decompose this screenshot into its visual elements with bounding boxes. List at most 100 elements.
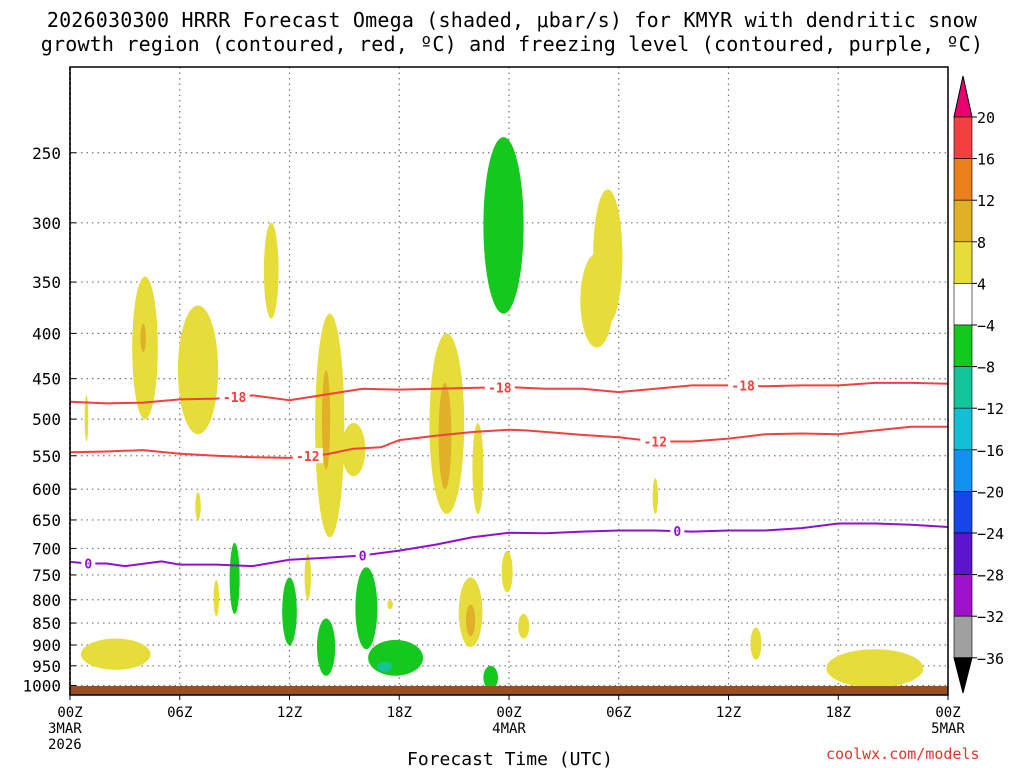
- y-tick-label: 650: [32, 511, 61, 530]
- omega-region: [84, 395, 89, 442]
- contour-label: -18: [223, 391, 247, 406]
- colorbar-bin: [953, 283, 973, 326]
- omega-region: [80, 638, 151, 670]
- colorbar-label: 16: [977, 151, 995, 169]
- x-tick-label: 4MAR: [492, 721, 526, 737]
- omega-region: [263, 222, 279, 319]
- y-tick-label: 550: [32, 447, 61, 466]
- x-tick-label: 18Z: [387, 705, 412, 721]
- omega-region: [316, 618, 336, 676]
- x-tick-label: 18Z: [826, 705, 851, 721]
- colorbar-bin: [953, 366, 973, 409]
- ground-surface-bar: [70, 686, 948, 695]
- x-tick-label: 2026: [48, 737, 82, 753]
- contour-freezing_level: [70, 522, 948, 568]
- colorbar-label: −32: [977, 608, 1004, 626]
- colorbar-bin: [953, 449, 973, 492]
- colorbar-label: −12: [977, 400, 1004, 418]
- omega-region: [387, 599, 393, 610]
- colorbar-bin: [953, 407, 973, 451]
- contour-label-bg: [355, 547, 370, 563]
- omega-region: [750, 627, 762, 660]
- omega-region: [438, 382, 452, 490]
- y-axis-tick-labels: 250 300 350 400 450 500 550 600 650 700 750 800 850 9…: [22, 144, 76, 696]
- colorbar: 20 16 12 8 4 −4 −8 −12 −16 −20 −24 −28 −32 −36: [953, 75, 1004, 694]
- omega-region: [140, 323, 146, 353]
- omega-region: [195, 492, 201, 520]
- x-tick-label: 00Z: [57, 705, 82, 721]
- contour-label-bg: [640, 433, 671, 449]
- contour-label-bg: [670, 523, 685, 539]
- omega-region: [518, 613, 530, 639]
- x-tick-label: 06Z: [167, 705, 192, 721]
- contour-label: 0: [673, 525, 681, 540]
- colorbar-top-arrow: [953, 75, 973, 118]
- contour-label: -18: [731, 380, 755, 395]
- y-tick-label: 850: [32, 614, 61, 633]
- omega-region: [501, 551, 513, 593]
- omega-region: [483, 137, 524, 314]
- y-tick-label: 500: [32, 410, 61, 429]
- y-tick-label: 950: [32, 657, 61, 676]
- colorbar-bin: [953, 241, 973, 284]
- chart-title-line-1: 2026030300 HRRR Forecast Omega (shaded, …: [46, 8, 978, 32]
- omega-region: [593, 189, 623, 324]
- credit-text: coolwx.com/models: [826, 745, 980, 763]
- y-tick-label: 900: [32, 636, 61, 655]
- colorbar-bin: [953, 491, 973, 534]
- omega-region: [377, 661, 392, 672]
- colorbar-label: 12: [977, 192, 995, 210]
- contour-label: -18: [488, 381, 512, 396]
- contour-label-bg: [728, 377, 759, 393]
- omega-region: [483, 665, 499, 690]
- ground-bar: [70, 686, 948, 695]
- contour-lines: -18 -18 -18 -12 -12 0 0 0: [70, 377, 948, 573]
- colorbar-label: −16: [977, 442, 1004, 460]
- contour-label: -12: [296, 450, 319, 465]
- x-tick-label: 3MAR: [48, 721, 82, 737]
- y-tick-label: 400: [32, 324, 61, 343]
- omega-region: [652, 478, 659, 515]
- y-tick-label: 700: [32, 539, 61, 558]
- colorbar-bottom-arrow: [953, 657, 973, 694]
- chart-title-line-2: growth region (contoured, red, ºC) and f…: [40, 32, 984, 56]
- x-tick-label: 00Z: [935, 705, 960, 721]
- colorbar-label: 20: [977, 109, 995, 127]
- colorbar-label: −4: [977, 317, 995, 335]
- colorbar-label: −28: [977, 567, 1004, 585]
- colorbar-label: 8: [977, 234, 986, 252]
- omega-region: [213, 580, 220, 617]
- omega-shading: [80, 137, 924, 690]
- colorbar-bin: [953, 574, 973, 617]
- omega-region: [826, 649, 924, 688]
- omega-region: [466, 604, 476, 637]
- x-tick-label: 12Z: [277, 705, 302, 721]
- x-axis-title: Forecast Time (UTC): [407, 749, 613, 768]
- contour-label: 0: [84, 558, 92, 573]
- colorbar-bin: [953, 324, 973, 367]
- colorbar-label: −24: [977, 525, 1004, 543]
- contour-label: 0: [359, 550, 367, 565]
- colorbar-label: −20: [977, 483, 1004, 501]
- y-tick-label: 250: [32, 144, 61, 163]
- y-tick-label: 750: [32, 566, 61, 585]
- contour-dgz_bottom: [70, 425, 948, 459]
- omega-region: [229, 542, 240, 614]
- chart-title: 2026030300 HRRR Forecast Omega (shaded, …: [0, 8, 1024, 56]
- y-tick-label: 600: [32, 480, 61, 499]
- colorbar-bin: [953, 615, 973, 659]
- y-tick-label: 350: [32, 273, 61, 292]
- contour-label: -12: [644, 436, 667, 451]
- omega-region: [282, 577, 297, 646]
- y-tick-label: 800: [32, 591, 61, 610]
- colorbar-label: −36: [977, 650, 1004, 668]
- contour-label-bg: [484, 379, 515, 395]
- contour-label-bg: [292, 448, 323, 464]
- colorbar-bin: [953, 532, 973, 575]
- colorbar-bin: [953, 158, 973, 201]
- x-tick-label: 5MAR: [931, 721, 965, 737]
- omega-region: [368, 639, 424, 676]
- y-tick-label: 300: [32, 214, 61, 233]
- x-tick-label: 00Z: [496, 705, 521, 721]
